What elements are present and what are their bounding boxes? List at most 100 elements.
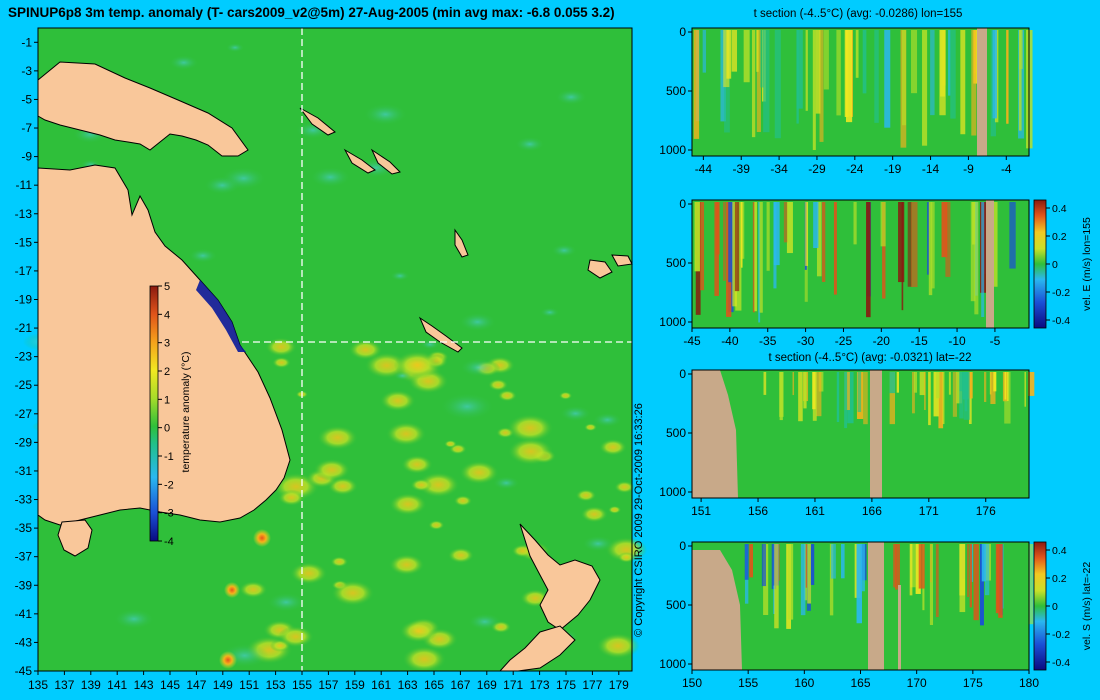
map-warm-eddy: [617, 552, 636, 563]
map-cool-eddy: [390, 271, 410, 281]
section-streak: [754, 202, 757, 312]
section-x-tick-label: -20: [873, 334, 891, 348]
section-x-tick-label: -34: [770, 162, 788, 176]
section-x-tick-label: 166: [862, 504, 882, 518]
section-x-tick-label: -40: [721, 334, 739, 348]
map-y-tick-label: -23: [15, 350, 33, 364]
map-cool-eddy: [555, 89, 588, 106]
section-streak: [928, 372, 931, 426]
map-x-tick-label: 167: [450, 678, 470, 692]
map-x-tick-label: 147: [186, 678, 206, 692]
map-y-axis: -1 -3 -5 -7 -9 -11 -13 -15 -17 -19 -21 -23 -25 -27 -29…: [15, 35, 38, 678]
section-streak: [956, 372, 963, 404]
map-cool-eddy: [559, 405, 592, 422]
section-3-texture: [763, 372, 1035, 429]
section-streak: [857, 372, 862, 413]
section-1-land: [977, 28, 987, 156]
section-streak: [947, 30, 951, 96]
map-x-tick-label: 151: [239, 678, 259, 692]
section-streak: [931, 202, 935, 289]
section-streak: [744, 544, 749, 580]
section-streak: [950, 30, 956, 119]
section-streak: [952, 372, 957, 417]
section-streak: [1028, 372, 1035, 396]
section-streak: [1018, 30, 1022, 131]
section-1-title: t section (-4..5°C) (avg: -0.0286) lon=1…: [754, 8, 963, 20]
section-y-tick-label: 0: [679, 25, 686, 39]
section-streak: [936, 372, 940, 399]
map-x-tick-label: 179: [609, 678, 629, 692]
section-3-land-west: [692, 370, 738, 498]
map-x-tick-label: 155: [292, 678, 312, 692]
map-warm-eddy: [277, 489, 305, 506]
section-streak: [996, 544, 999, 610]
section-streak: [1004, 372, 1007, 400]
map-colorbar-label: temperature anomaly (°C): [180, 352, 192, 473]
map-cool-eddy: [203, 176, 241, 195]
map-x-tick-label: 161: [371, 678, 391, 692]
land-tasmania: [57, 519, 93, 557]
section-4-colorbar-bar: [1033, 541, 1047, 671]
map-colorbar-tick-label: 3: [164, 338, 170, 350]
map-warm-eddy: [401, 455, 433, 474]
section-streak: [926, 202, 930, 275]
section-x-tick-label: 171: [919, 504, 939, 518]
section-streak: [796, 30, 803, 109]
section-2-x-axis: -45 -40 -35 -30 -25 -20 -15 -10 -5: [683, 328, 1001, 348]
colorbar-tick-label: 0.2: [1052, 573, 1067, 585]
map-warm-eddy: [488, 378, 509, 391]
map-cool-eddy: [225, 42, 245, 53]
section-streak: [803, 372, 807, 409]
section-streak: [751, 30, 756, 138]
section-streak: [807, 544, 812, 604]
map-x-tick-label: 171: [503, 678, 523, 692]
section-streak: [971, 30, 977, 136]
colorbar-tick-label: 0.4: [1052, 203, 1067, 215]
map-x-tick-label: 143: [134, 678, 154, 692]
map-y-tick-label: -5: [21, 92, 32, 106]
section-streak: [910, 544, 916, 588]
section-y-tick-label: 1000: [659, 315, 686, 329]
section-x-tick-label: -30: [797, 334, 815, 348]
section-streak: [774, 544, 779, 629]
section-streak: [841, 544, 845, 579]
land-nz-north: [519, 523, 601, 631]
section-x-tick-label: -25: [835, 334, 853, 348]
section-streak: [836, 30, 841, 116]
map-cool-eddy: [514, 136, 545, 152]
map-y-tick-label: -17: [15, 264, 33, 278]
section-streak: [800, 544, 806, 616]
map-warm-eddy: [453, 495, 473, 507]
colorbar-tick-label: 0.2: [1052, 231, 1067, 243]
section-streak: [933, 372, 939, 417]
section-streak: [948, 372, 951, 395]
land-nz-south: [498, 625, 576, 672]
section-streak: [990, 372, 996, 405]
section-streak: [874, 30, 879, 123]
map-warm-eddy: [386, 421, 427, 446]
map-warm-eddy: [290, 562, 328, 585]
section-streak: [786, 202, 793, 254]
section-3-y-axis: 0 500 1000: [659, 367, 692, 499]
map-y-tick-label: -43: [15, 635, 33, 649]
colorbar-tick-label: 0.4: [1052, 545, 1067, 557]
section-streak: [773, 202, 777, 289]
section-streak: [911, 202, 918, 288]
section-streak: [898, 202, 905, 283]
map-warm-eddy: [317, 425, 358, 450]
section-streak: [763, 372, 767, 395]
section-streak: [959, 544, 966, 596]
map-frame: [37, 27, 633, 672]
section-streak: [715, 202, 720, 255]
section-streak: [866, 202, 871, 318]
map-x-tick-label: 135: [28, 678, 48, 692]
section-2-land: [986, 200, 994, 328]
section-y-tick-label: 500: [666, 426, 686, 440]
map-warm-eddy: [444, 440, 457, 448]
section-4-colorbar-ticks: 0.4 0.2 0 -0.2 -0.4: [1046, 545, 1070, 669]
section-x-tick-label: 165: [850, 676, 870, 690]
map-warm-eddy: [506, 414, 554, 442]
section-streak: [960, 30, 966, 135]
section-streak: [992, 30, 998, 119]
section-streak: [1024, 372, 1026, 407]
